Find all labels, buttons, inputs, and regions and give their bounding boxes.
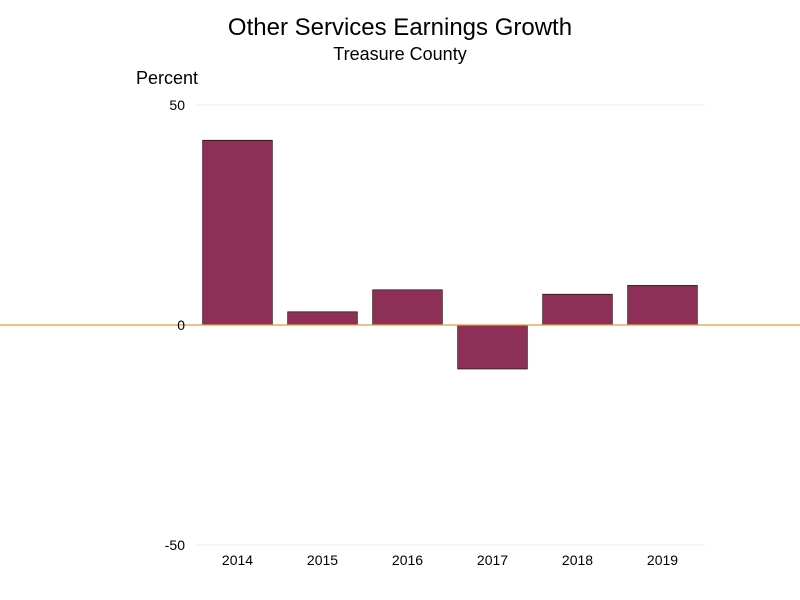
- y-tick-label: -50: [165, 537, 185, 553]
- x-tick-label: 2016: [392, 552, 423, 568]
- x-tick-label: 2017: [477, 552, 508, 568]
- y-tick-label: 0: [177, 317, 185, 333]
- bar: [458, 325, 528, 369]
- bar: [203, 140, 273, 325]
- bar: [373, 290, 443, 325]
- bar: [628, 285, 698, 325]
- y-tick-label: 50: [169, 97, 185, 113]
- x-tick-label: 2015: [307, 552, 338, 568]
- chart-container: Other Services Earnings Growth Treasure …: [0, 0, 800, 600]
- bar: [288, 312, 358, 325]
- chart-svg: -50 0 50 2014 2015 2016 2017 2018 2019: [0, 0, 800, 600]
- x-tick-label: 2018: [562, 552, 593, 568]
- x-tick-label: 2019: [647, 552, 678, 568]
- bar: [543, 294, 613, 325]
- x-tick-label: 2014: [222, 552, 253, 568]
